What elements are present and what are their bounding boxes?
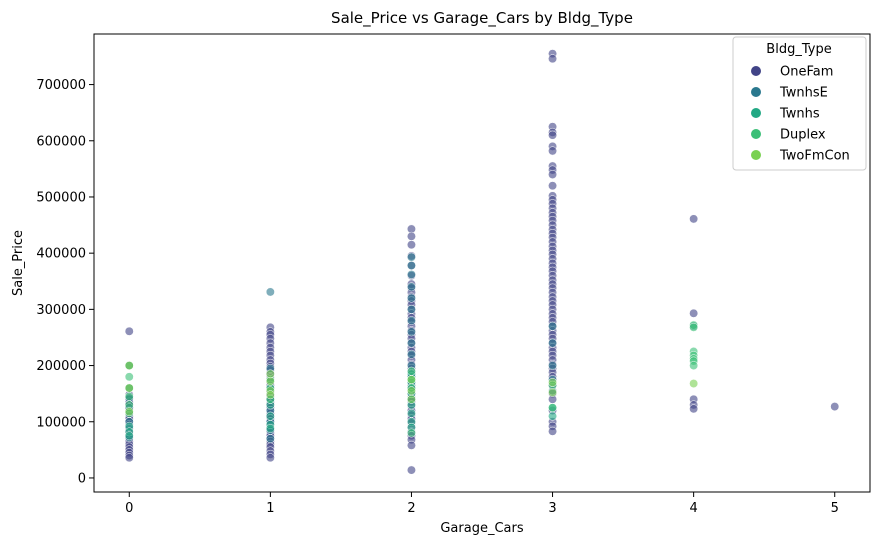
data-point-duplex	[407, 366, 416, 376]
legend-marker-twnhse	[751, 87, 761, 97]
x-tick-label: 4	[689, 501, 697, 516]
data-point-twnhs	[124, 431, 134, 441]
legend-marker-duplex	[751, 129, 761, 139]
data-point-twnhs	[548, 411, 557, 421]
legend-marker-onefam	[751, 66, 761, 76]
data-point-twnhse	[407, 349, 416, 359]
data-point-duplex	[689, 361, 699, 371]
data-point-duplex	[689, 322, 699, 332]
y-tick-label: 500000	[36, 190, 86, 205]
legend-label-duplex: Duplex	[780, 128, 826, 143]
data-point-twofmcon	[265, 390, 275, 400]
data-point-twnhse	[407, 252, 416, 262]
legend-box	[732, 36, 867, 171]
data-point-onefam	[407, 231, 416, 241]
data-point-onefam	[548, 146, 557, 156]
x-tick-label: 5	[831, 501, 839, 516]
data-point-duplex	[548, 403, 557, 413]
legend-label-twofmcon: TwoFmCon	[779, 149, 850, 164]
data-point-twnhse	[548, 321, 557, 331]
data-point-twofmcon	[407, 394, 416, 404]
data-point-twnhse	[407, 327, 416, 337]
data-point-onefam	[689, 308, 699, 318]
y-tick-label: 0	[78, 471, 86, 486]
data-point-twofmcon	[407, 386, 416, 396]
y-tick-label: 200000	[36, 359, 86, 374]
y-axis-label: Sale_Price	[11, 230, 26, 296]
x-tick-label: 1	[266, 501, 274, 516]
data-point-onefam	[548, 426, 557, 436]
x-tick-label: 2	[407, 501, 415, 516]
y-tick-label: 600000	[36, 134, 86, 149]
x-tick-label: 0	[125, 501, 133, 516]
y-tick-label: 100000	[36, 415, 86, 430]
data-point-duplex	[124, 392, 134, 401]
y-tick-label: 300000	[36, 303, 86, 318]
data-point-onefam	[407, 465, 416, 475]
legend-label-twnhs: Twnhs	[779, 107, 820, 122]
data-point-onefam	[548, 54, 557, 64]
data-point-onefam	[124, 453, 134, 463]
data-point-twnhse	[548, 338, 557, 348]
data-point-twofmcon	[124, 383, 134, 393]
data-point-onefam	[548, 170, 557, 179]
data-point-twnhs	[407, 408, 416, 418]
legend-title: Bldg_Type	[766, 42, 831, 57]
x-axis-label: Garage_Cars	[440, 521, 523, 536]
legend-label-twnhse: TwnhsE	[779, 86, 828, 101]
data-point-twnhse	[407, 338, 416, 348]
data-point-twnhse	[265, 434, 275, 444]
legend-marker-twnhs	[751, 108, 761, 118]
data-point-duplex	[407, 428, 416, 438]
legend-marker-twofmcon	[751, 150, 761, 160]
chart-title: Sale_Price vs Garage_Cars by Bldg_Type	[331, 9, 633, 28]
y-tick-label: 700000	[36, 78, 86, 93]
legend-items: OneFam TwnhsE Twnhs Duplex TwoFmCon	[751, 65, 850, 164]
x-axis: 0 1 2 3 4 5	[125, 492, 839, 516]
data-point-onefam	[407, 240, 416, 250]
x-tick-label: 3	[548, 501, 556, 516]
data-point-twnhs	[265, 424, 275, 433]
data-point-twofmcon	[124, 407, 134, 417]
plot-frame	[93, 33, 871, 493]
data-point-twnhse	[407, 304, 416, 314]
y-tick-label: 400000	[36, 247, 86, 262]
data-point-onefam	[689, 214, 699, 224]
data-point-onefam	[265, 453, 275, 463]
data-point-twofmcon	[265, 376, 275, 386]
data-point-onefam	[548, 181, 557, 191]
data-point-twofmcon	[548, 388, 557, 397]
data-point-twofmcon	[548, 377, 557, 387]
y-axis: 0 100000 200000 300000 400000 500000 600000 700…	[36, 78, 94, 486]
points-layer	[124, 49, 840, 475]
data-point-twnhse	[407, 261, 416, 270]
data-point-onefam	[548, 130, 557, 140]
data-point-twnhse	[407, 316, 416, 326]
data-point-onefam	[407, 440, 416, 450]
data-point-twnhs	[265, 411, 275, 421]
data-point-twnhse	[407, 282, 416, 292]
data-point-twofmcon	[407, 375, 416, 385]
legend-label-onefam: OneFam	[780, 65, 833, 80]
data-point-onefam	[689, 404, 699, 414]
data-point-twofmcon	[689, 379, 699, 388]
data-point-duplex	[124, 372, 134, 382]
legend: Bldg_Type OneFam TwnhsE Twnhs Duplex TwoFmCo…	[732, 36, 867, 171]
data-point-twnhse	[407, 293, 416, 303]
data-point-twnhse	[548, 361, 557, 371]
data-point-onefam	[124, 326, 134, 336]
data-point-onefam	[830, 402, 840, 412]
data-point-twnhse	[407, 270, 416, 279]
data-point-twofmcon	[124, 361, 134, 371]
data-point-twnhse	[265, 287, 275, 297]
